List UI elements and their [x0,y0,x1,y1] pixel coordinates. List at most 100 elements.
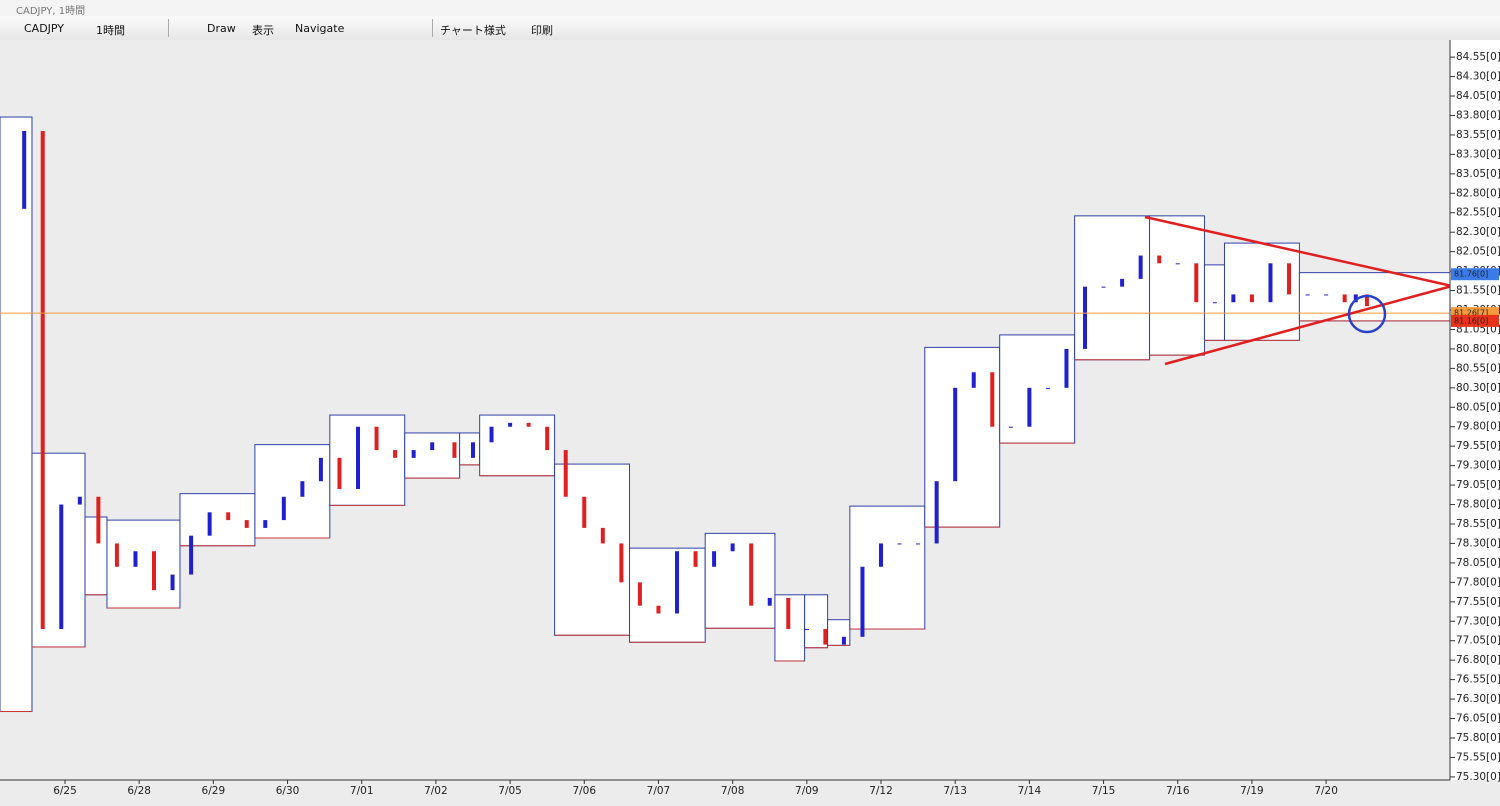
day-range-box [329,414,406,506]
draw-menu[interactable]: Draw [207,22,236,35]
y-tick-label: 81.55[0] [1456,285,1500,297]
x-tick-label: 7/06 [572,785,596,797]
y-tick-label: 82.80[0] [1456,187,1500,199]
candle [189,535,194,575]
candle [916,543,921,545]
x-tick-label: 7/16 [1166,785,1190,797]
candle [1212,302,1217,304]
x-tick-label: 6/25 [53,785,77,797]
candle [263,520,268,528]
candle [508,422,513,427]
candle [934,481,939,544]
chart-style-menu[interactable]: チャート様式 [440,24,506,37]
timeframe-select[interactable]: 1時間 [96,24,125,37]
price-label-bg [1451,268,1499,281]
candle [1268,263,1273,303]
y-tick-label: 75.55[0] [1456,751,1500,763]
y-tick-label: 83.55[0] [1456,129,1500,141]
candle [1083,286,1088,349]
y-tick-label: 84.05[0] [1456,90,1500,102]
y-tick-label: 77.55[0] [1456,596,1500,608]
candle [841,636,846,645]
candle [823,629,828,645]
view-menu[interactable]: 表示 [252,24,274,37]
y-tick-label: 79.55[0] [1456,440,1500,452]
y-tick-label: 79.80[0] [1456,421,1500,433]
x-tick-label: 7/09 [795,785,819,797]
x-tick-label: 7/02 [424,785,448,797]
candle [693,551,698,567]
candle [244,520,249,528]
candle [1305,294,1310,296]
candle [374,426,379,451]
candle [804,629,809,631]
y-tick-label: 79.30[0] [1456,460,1500,472]
candle [96,496,101,544]
x-tick-label: 6/29 [202,785,226,797]
window-title: CADJPY, 1時間 [16,6,86,17]
x-tick-label: 7/20 [1314,785,1338,797]
highlight-circle [1347,294,1387,334]
y-tick-label: 83.05[0] [1456,168,1500,180]
candle [152,551,157,591]
y-tick-label: 76.55[0] [1456,674,1500,686]
navigate-menu[interactable]: Navigate [295,22,345,35]
candle [749,543,754,606]
candle [452,442,457,458]
candle [1231,294,1236,303]
y-tick-label: 76.30[0] [1456,693,1500,705]
candle [281,496,286,521]
candle [675,551,680,614]
candle [22,131,27,209]
plot-area [0,40,1450,780]
day-range-box [827,619,851,646]
y-tick-label: 76.05[0] [1456,713,1500,725]
candle [990,372,995,427]
candle [879,543,884,567]
day-range-box [459,432,481,466]
candle [767,597,772,606]
candle [393,450,398,458]
candle [1364,294,1369,307]
candle [1194,263,1199,303]
day-range-box [254,444,331,539]
candle [207,512,212,536]
candle [300,481,305,497]
y-tick-label: 78.55[0] [1456,518,1500,530]
y-tick-label: 82.55[0] [1456,207,1500,219]
y-tick-label: 82.05[0] [1456,246,1500,258]
candle [1342,294,1347,303]
x-tick-label: 6/30 [276,785,300,797]
y-tick-label: 83.80[0] [1456,109,1500,121]
separator [432,19,433,37]
candle [430,442,435,451]
candle [337,457,342,489]
candle [600,527,605,544]
candle [582,496,587,528]
candle [656,605,661,614]
symbol-select[interactable]: CADJPY [24,22,65,35]
candle [1353,294,1358,303]
candle [114,543,119,567]
y-tick-label: 76.80[0] [1456,654,1500,666]
print-menu[interactable]: 印刷 [531,24,553,37]
day-range-box [1223,242,1300,341]
y-tick-label: 75.30[0] [1456,771,1500,783]
candle [1175,263,1180,265]
candle [1008,426,1013,428]
candle [1120,278,1125,287]
y-tick-label: 80.80[0] [1456,343,1500,355]
candle [1287,263,1292,295]
y-tick-label: 78.30[0] [1456,537,1500,549]
y-tick-label: 77.30[0] [1456,615,1500,627]
candle [637,582,642,606]
price-label-bg [1451,314,1499,327]
toolbar: CADJPY 1時間 Draw 表示 Navigate チャート様式 印刷 [0,16,1500,41]
x-tick-label: 7/07 [647,785,671,797]
y-tick-label: 84.55[0] [1456,51,1500,63]
day-range-box [31,452,86,648]
candle [1101,286,1106,288]
candle [77,496,82,505]
y-tick-label: 77.05[0] [1456,635,1500,647]
